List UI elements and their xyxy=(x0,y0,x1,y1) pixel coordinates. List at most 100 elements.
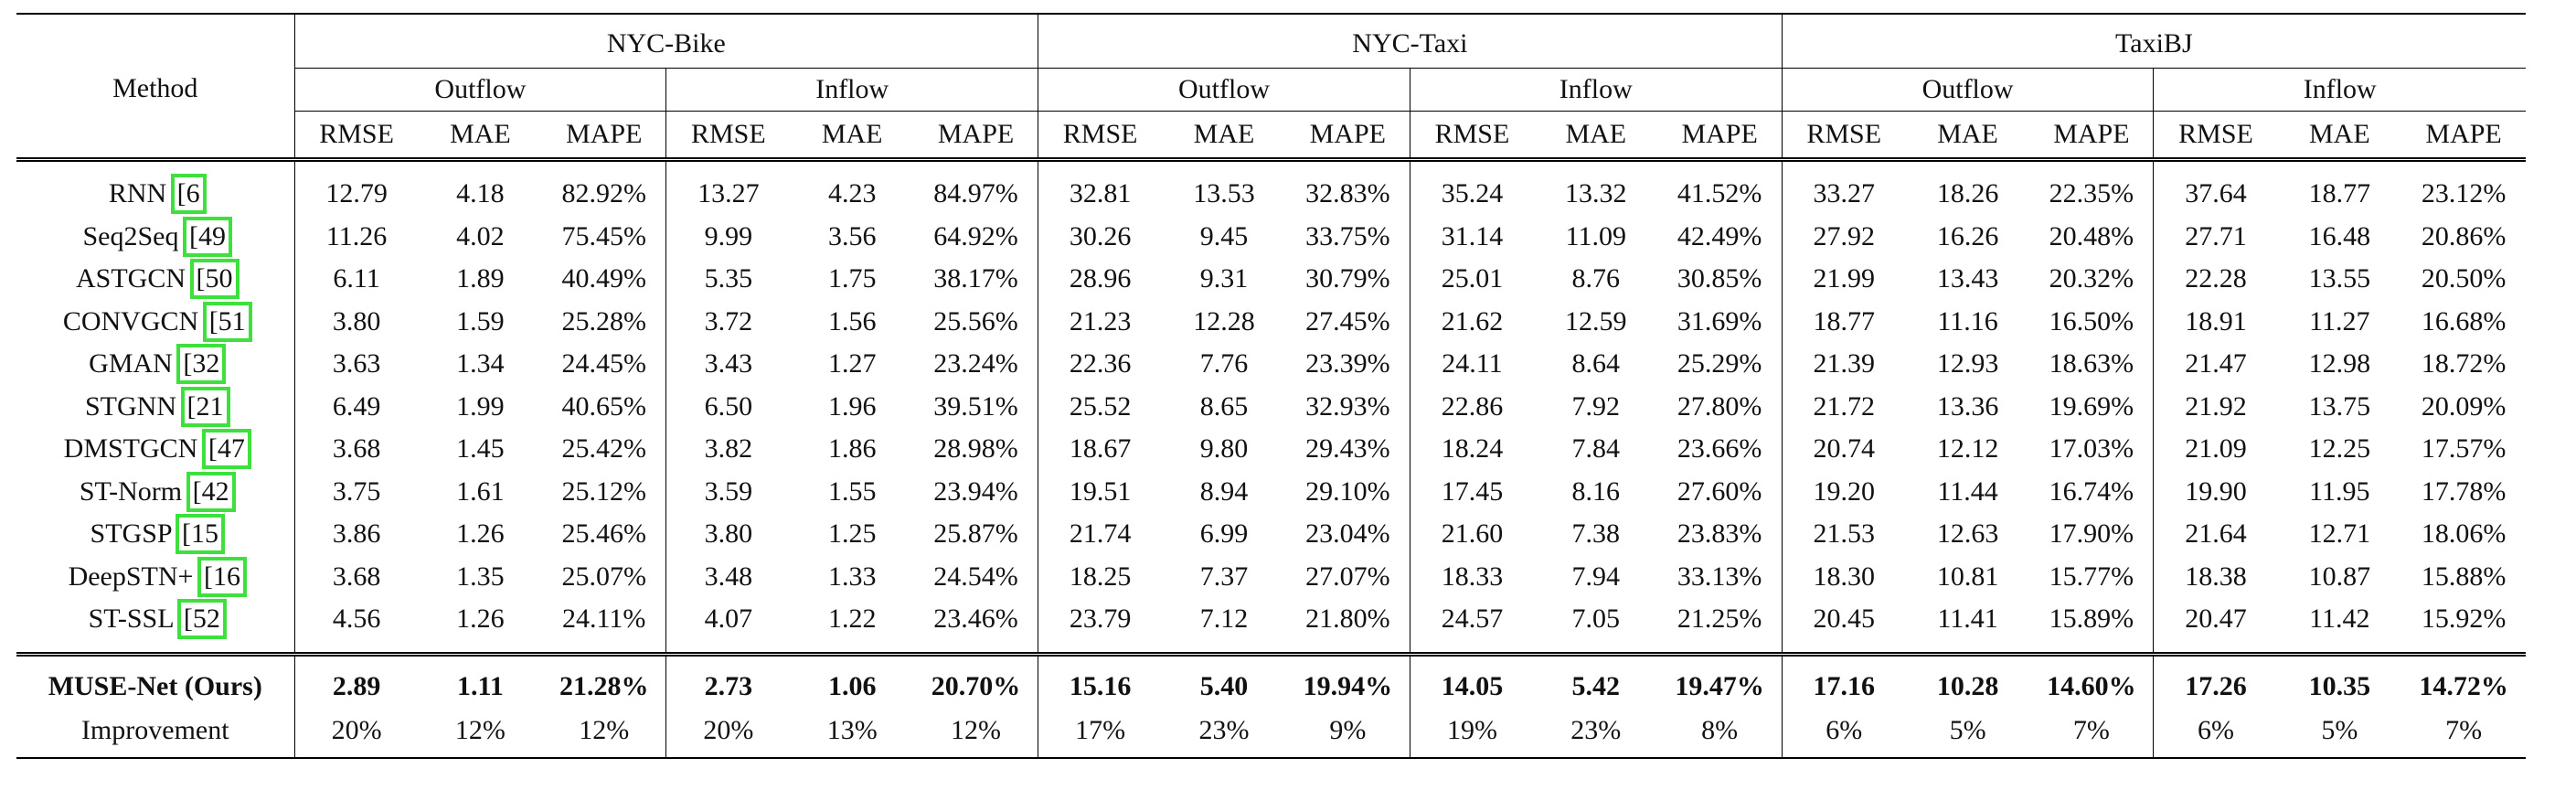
value-cell: 41.52% xyxy=(1677,178,1762,209)
value-cell: 13.43 xyxy=(1936,263,1999,294)
metric-header: MAPE xyxy=(1657,111,1783,162)
value-cell: 13.27 xyxy=(665,159,791,216)
citation-link[interactable]: [32 xyxy=(176,344,227,385)
value-cell: 21.39 xyxy=(1781,343,1906,386)
value-cell: 18.63% xyxy=(2049,348,2134,379)
citation-link[interactable]: [51 xyxy=(202,301,252,342)
value-cell: 20.32% xyxy=(2049,263,2134,294)
value-cell: 3.86 xyxy=(293,513,419,556)
metric-header-row: RMSE MAE MAPE RMSE MAE MAPE RMSE MAE MAPE RMSE MAE… xyxy=(16,111,2526,162)
method-name: DMSTGCN xyxy=(63,433,198,465)
value-cell: 8.64 xyxy=(1571,348,1621,379)
value-cell: 27.71 xyxy=(2153,215,2278,258)
value-cell: 12.98 xyxy=(2308,348,2371,379)
citation-link[interactable]: [49 xyxy=(183,216,232,257)
value-cell: 19.51 xyxy=(1038,470,1163,513)
value-cell: 7.92 xyxy=(1571,390,1621,422)
value-cell: 1.25 xyxy=(827,518,877,550)
value-cell: 3.80 xyxy=(665,513,791,556)
value-cell: 12% xyxy=(913,709,1038,759)
value-cell: 8.94 xyxy=(1199,475,1249,507)
citation-link[interactable]: [16 xyxy=(197,556,247,597)
value-cell: 33.27 xyxy=(1781,159,1906,216)
method-name-cell: ST-SSL [52 xyxy=(16,598,295,657)
citation-link[interactable]: [52 xyxy=(176,599,227,640)
citation-link[interactable]: [50 xyxy=(189,259,240,300)
citation-link[interactable]: [15 xyxy=(175,514,225,555)
value-cell: 1.89 xyxy=(456,263,505,294)
value-cell: 5.35 xyxy=(665,258,791,301)
citation-link[interactable]: [47 xyxy=(201,429,251,470)
flow-header: Inflow xyxy=(665,68,1038,112)
value-cell: 14.05 xyxy=(1409,654,1534,710)
value-cell: 25.52 xyxy=(1038,385,1163,428)
dataset-header: NYC-Taxi xyxy=(1038,13,1783,69)
value-cell: 12.63 xyxy=(1936,518,1999,550)
value-cell: 7.76 xyxy=(1199,348,1249,379)
value-cell: 1.26 xyxy=(418,598,543,657)
value-cell: 11.95 xyxy=(2309,475,2370,507)
value-cell: 23% xyxy=(1533,709,1658,759)
value-cell: 12.25 xyxy=(2308,433,2371,465)
value-cell: 21.74 xyxy=(1038,513,1163,556)
value-cell: 30.79% xyxy=(1305,263,1390,294)
value-cell: 22.28 xyxy=(2153,258,2278,301)
citation-link[interactable]: [6 xyxy=(170,174,207,215)
value-cell: 22.35% xyxy=(2049,178,2134,209)
value-cell: 12% xyxy=(418,709,543,759)
value-cell: 7.94 xyxy=(1571,561,1621,592)
metric-header: MAPE xyxy=(913,111,1038,162)
metric-header: RMSE xyxy=(1781,111,1906,162)
citation-link[interactable]: [21 xyxy=(180,386,230,427)
ours-method-name: MUSE-Net (Ours) xyxy=(48,670,262,701)
value-cell: 1.75 xyxy=(827,263,877,294)
value-cell: 11.16 xyxy=(1937,305,1998,336)
value-cell: 1.96 xyxy=(827,390,877,422)
flow-header: Outflow xyxy=(1038,68,1410,112)
value-cell: 25.07% xyxy=(561,561,647,592)
value-cell: 10.35 xyxy=(2308,670,2371,701)
flow-header: Outflow xyxy=(1781,68,2154,112)
metric-header: RMSE xyxy=(1038,111,1163,162)
value-cell: 7.38 xyxy=(1571,518,1621,550)
value-cell: 33.75% xyxy=(1305,220,1390,251)
value-cell: 21.47 xyxy=(2153,343,2278,386)
method-name: Seq2Seq xyxy=(82,220,179,251)
value-cell: 4.56 xyxy=(293,598,419,657)
value-cell: 1.86 xyxy=(827,433,877,465)
value-cell: 18.77 xyxy=(2308,178,2371,209)
citation-link[interactable]: [42 xyxy=(186,471,236,512)
table-row: GMAN [32 3.63 1.34 24.45% 3.43 1.27 23.24% 22.3… xyxy=(16,343,2526,386)
value-cell: 82.92% xyxy=(561,178,647,209)
value-cell: 28.96 xyxy=(1038,258,1163,301)
method-name-cell: DMSTGCN [47 xyxy=(16,428,294,471)
value-cell: 1.34 xyxy=(456,348,505,379)
value-cell: 12.59 xyxy=(1565,305,1627,336)
value-cell: 1.35 xyxy=(456,561,505,592)
value-cell: 23.39% xyxy=(1305,348,1390,379)
value-cell: 1.26 xyxy=(456,518,505,550)
value-cell: 19.47% xyxy=(1675,670,1764,701)
value-cell: 17% xyxy=(1038,709,1163,759)
value-cell: 23.94% xyxy=(933,475,1018,507)
value-cell: 6.50 xyxy=(665,385,791,428)
table-row: RNN [6 12.79 4.18 82.92% 13.27 4.23 84.97% 32.8… xyxy=(16,159,2526,216)
value-cell: 30.85% xyxy=(1677,263,1762,294)
value-cell: 8.16 xyxy=(1571,475,1621,507)
table-row: DeepSTN+ [16 3.68 1.35 25.07% 3.48 1.33 24.54%… xyxy=(16,555,2526,598)
value-cell: 20% xyxy=(665,709,791,759)
value-cell: 17.16 xyxy=(1781,654,1906,710)
value-cell: 17.90% xyxy=(2049,518,2134,550)
method-name: ASTGCN xyxy=(76,263,186,294)
value-cell: 18.26 xyxy=(1936,178,1999,209)
table-row: ASTGCN [50 6.11 1.89 40.49% 5.35 1.75 38.17% 28… xyxy=(16,258,2526,301)
value-cell: 7.84 xyxy=(1571,433,1621,465)
value-cell: 18.72% xyxy=(2421,348,2507,379)
value-cell: 23.66% xyxy=(1677,433,1762,465)
value-cell: 19.90 xyxy=(2153,470,2278,513)
metric-header: MAPE xyxy=(2401,111,2526,162)
value-cell: 21.25% xyxy=(1657,598,1783,657)
method-name-cell: STGSP [15 xyxy=(16,513,294,556)
dataset-header: TaxiBJ xyxy=(1781,13,2526,69)
value-cell: 16.48 xyxy=(2308,220,2371,251)
